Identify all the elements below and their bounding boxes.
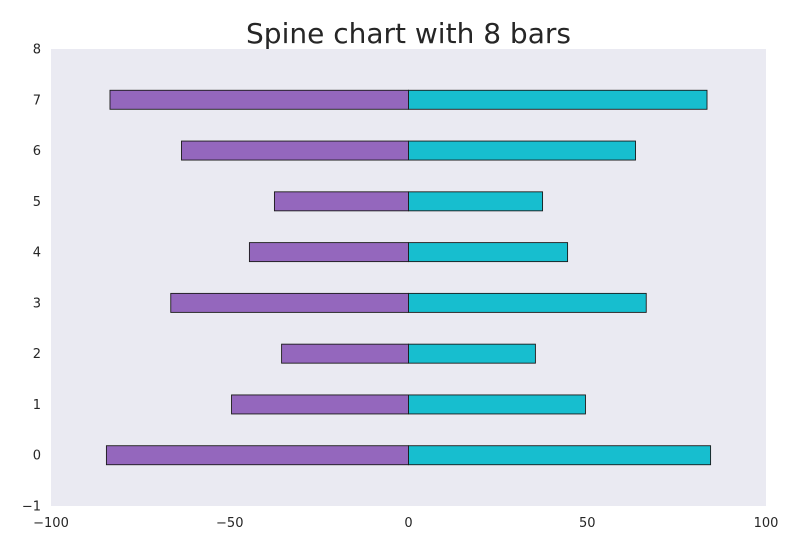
bar-right-7 [408, 89, 708, 110]
bar-right-6 [408, 140, 636, 161]
bar-right-2 [408, 343, 536, 364]
bar-right-3 [408, 292, 647, 313]
bar-right-0 [408, 445, 712, 466]
x-tick-label: 0 [404, 516, 412, 531]
y-tick-label: 4 [33, 246, 41, 261]
bar-left-3 [170, 292, 409, 313]
x-tick-labels: −100 −50 0 50 100 [33, 516, 778, 531]
bar-left-5 [273, 191, 409, 212]
bar-left-1 [231, 394, 409, 415]
bar-right-1 [408, 394, 586, 415]
bar-left-0 [105, 445, 409, 466]
bar-right-5 [408, 191, 544, 212]
y-tick-label: 5 [33, 195, 41, 210]
y-tick-labels: −1 0 1 2 3 4 5 6 7 8 [22, 43, 41, 515]
y-tick-label: 3 [33, 296, 41, 311]
bars-group [105, 89, 712, 466]
y-tick-label: 7 [33, 93, 41, 108]
bar-left-7 [109, 89, 409, 110]
bar-left-4 [248, 242, 409, 263]
y-tick-label: −1 [22, 500, 41, 515]
y-tick-label: 8 [33, 43, 41, 58]
y-tick-label: 1 [33, 398, 41, 413]
x-tick-label: −50 [216, 516, 243, 531]
y-tick-label: 0 [33, 449, 41, 464]
bar-left-2 [281, 343, 409, 364]
y-tick-label: 6 [33, 144, 41, 159]
x-tick-label: −100 [33, 516, 69, 531]
x-tick-label: 50 [579, 516, 596, 531]
y-tick-label: 2 [33, 347, 41, 362]
chart-title: Spine chart with 8 bars [246, 17, 571, 50]
bar-right-4 [408, 242, 569, 263]
bar-left-6 [181, 140, 409, 161]
x-tick-label: 100 [754, 516, 779, 531]
plot-area [51, 49, 766, 506]
